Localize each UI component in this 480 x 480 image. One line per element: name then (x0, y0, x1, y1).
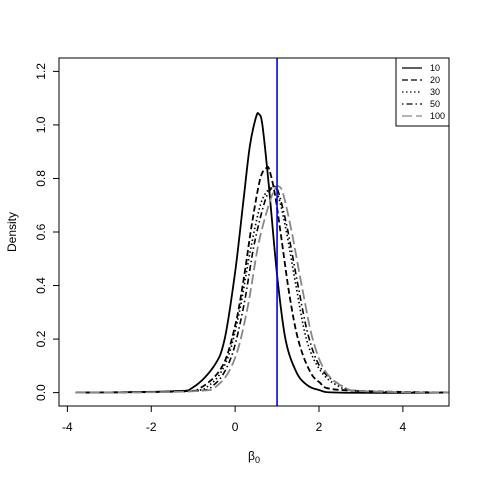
x-tick-label: 0 (232, 420, 239, 434)
x-axis-title-main: β (248, 449, 255, 463)
series-line-30 (75, 185, 450, 394)
legend-label: 10 (430, 63, 440, 73)
x-tick-label: -4 (62, 420, 73, 434)
series-line-100 (75, 185, 450, 394)
y-tick-label: 0.8 (34, 170, 48, 187)
series-line-20 (75, 165, 450, 394)
legend-label: 100 (430, 111, 445, 121)
series-lines (75, 112, 450, 394)
series-line-10 (75, 112, 450, 394)
x-tick-label: 4 (400, 420, 407, 434)
y-axis-title: Density (5, 212, 19, 252)
y-tick-label: 1.0 (34, 116, 48, 133)
x-tick-label: 2 (316, 420, 323, 434)
x-axis-title: β0 (248, 449, 260, 465)
y-tick-label: 0.0 (34, 384, 48, 401)
y-tick-label: 0.2 (34, 330, 48, 347)
legend-box (395, 57, 450, 127)
legend-label: 20 (430, 75, 440, 85)
x-axis-title-subscript: 0 (255, 455, 260, 465)
series-line-50 (75, 185, 450, 394)
legend-label: 50 (430, 99, 440, 109)
plot-frame (58, 57, 450, 407)
axis-ticks: -4 -2 0 2 4 0.0 0.2 0.4 0.6 0.8 1.0 1.2 (34, 63, 407, 434)
x-tick-label: -2 (146, 420, 157, 434)
y-tick-label: 1.2 (34, 63, 48, 80)
legend-label: 30 (430, 87, 440, 97)
y-tick-label: 0.4 (34, 277, 48, 294)
legend: 10 20 30 50 100 (395, 57, 450, 127)
y-tick-label: 0.6 (34, 223, 48, 240)
